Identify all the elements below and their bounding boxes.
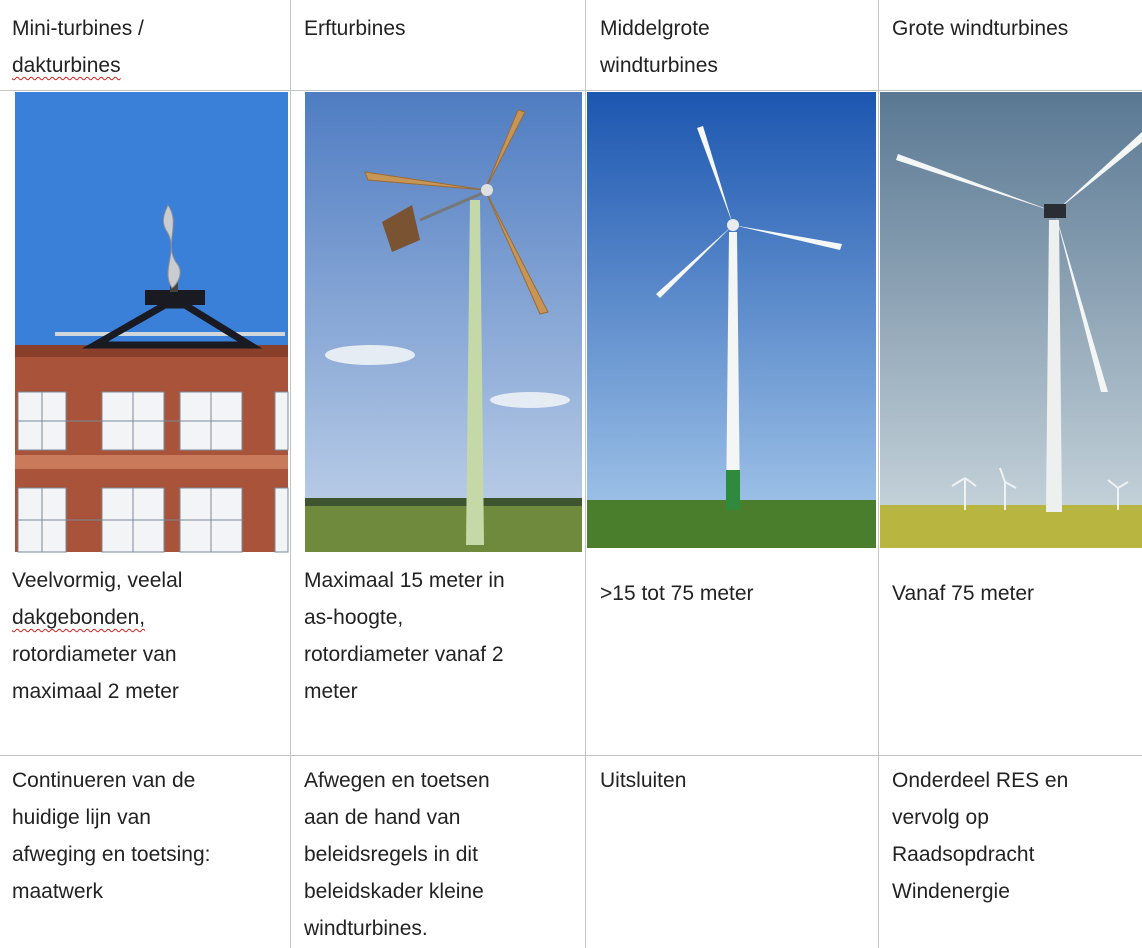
text-line: Continueren van de [12, 762, 210, 799]
text-line: dakgebonden, [12, 599, 182, 636]
text-line: Windenergie [892, 873, 1068, 910]
photo-medium-turbine [587, 92, 876, 548]
text-line: Mini-turbines / [12, 10, 144, 47]
text-line: beleidsregels in dit [304, 836, 490, 873]
text-line: >15 tot 75 meter [600, 575, 754, 612]
photo-large-turbine [880, 92, 1142, 548]
page: {"table": { "header": [["Mini-turbines /… [0, 0, 1142, 948]
text-line: Grote windturbines [892, 10, 1068, 47]
body-cell: Uitsluiten [600, 762, 686, 799]
text-line: Uitsluiten [600, 762, 686, 799]
text-line: dakturbines [12, 47, 144, 84]
body-cell: Vanaf 75 meter [892, 575, 1034, 612]
text-line: windturbines [600, 47, 718, 84]
photo-farm-turbine [305, 92, 582, 552]
text-line: rotordiameter vanaf 2 [304, 636, 505, 673]
text-line: Veelvormig, veelal [12, 562, 182, 599]
text-line: meter [304, 673, 505, 710]
text-line: Onderdeel RES en [892, 762, 1068, 799]
text-line: vervolg op [892, 799, 1068, 836]
header-cell: Grote windturbines [892, 10, 1068, 47]
header-cell: Erfturbines [304, 10, 406, 47]
text-line: rotordiameter van [12, 636, 182, 673]
text-line: as-hoogte, [304, 599, 505, 636]
text-line: huidige lijn van [12, 799, 210, 836]
text-line: Erfturbines [304, 10, 406, 47]
text-line: windturbines. [304, 910, 490, 947]
text-line: Afwegen en toetsen [304, 762, 490, 799]
photo-roof-turbine [15, 92, 288, 552]
body-cell: >15 tot 75 meter [600, 575, 754, 612]
text-line: Vanaf 75 meter [892, 575, 1034, 612]
text-line: maximaal 2 meter [12, 673, 182, 710]
text-line: maatwerk [12, 873, 210, 910]
text-line: afweging en toetsing: [12, 836, 210, 873]
text-line: Maximaal 15 meter in [304, 562, 505, 599]
text-line: beleidskader kleine [304, 873, 490, 910]
header-cell: Mini-turbines /dakturbines [12, 10, 144, 84]
text-line: Raadsopdracht [892, 836, 1068, 873]
text-line: aan de hand van [304, 799, 490, 836]
text-line: Middelgrote [600, 10, 718, 47]
